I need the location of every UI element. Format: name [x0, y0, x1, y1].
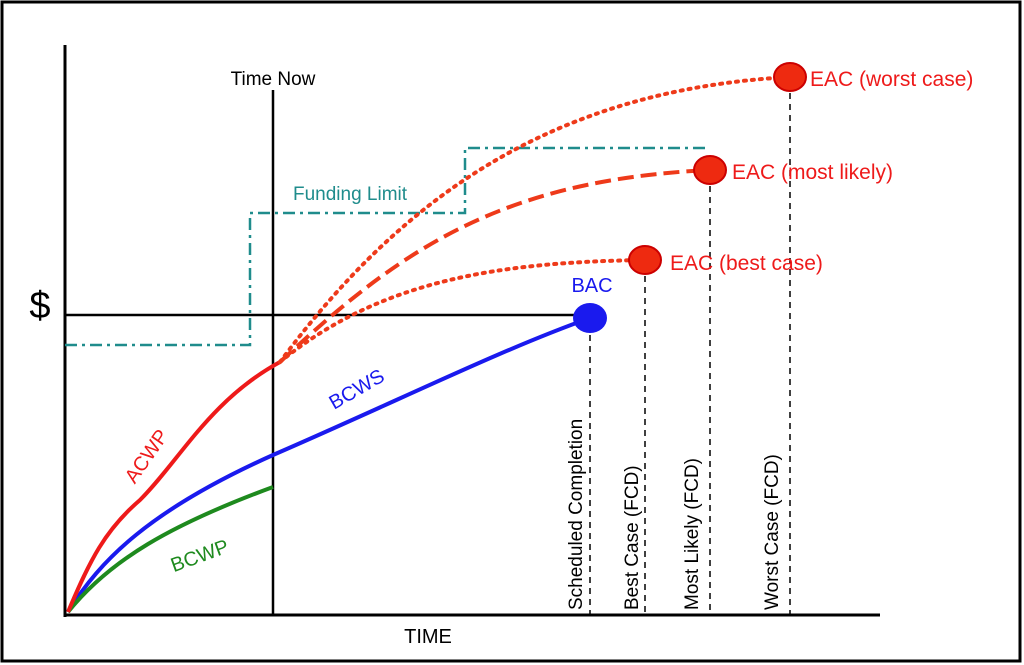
bcwp-curve	[66, 485, 274, 614]
eac-likely-curve	[278, 168, 711, 364]
x-axis-label: TIME	[404, 626, 452, 648]
completion-label: Best Case (FCD)	[622, 465, 643, 610]
completion-lines	[589, 93, 791, 615]
acwp-curve	[66, 360, 281, 613]
funding-label: Funding Limit	[293, 184, 408, 205]
eac-label: EAC (best case)	[670, 252, 823, 275]
time-now-label: Time Now	[231, 69, 316, 90]
completion-label: Scheduled Completion	[566, 419, 587, 610]
bcws-curve	[66, 316, 591, 614]
eac-label: EAC (most likely)	[732, 161, 893, 184]
bac-label: BAC	[571, 275, 612, 297]
completion-label: Most Likely (FCD)	[682, 458, 703, 610]
eac-best-point	[628, 245, 662, 275]
completion-label: Worst Case (FCD)	[762, 454, 783, 610]
eac-worst-curve	[278, 75, 792, 364]
eac-best-curve	[278, 258, 647, 364]
funding-limit	[65, 146, 710, 347]
eac-likely-point	[693, 155, 727, 185]
eac-label: EAC (worst case)	[810, 68, 973, 91]
y-axis-label: $	[29, 285, 50, 327]
bac-point	[573, 303, 607, 333]
eac-worst-point	[773, 62, 807, 92]
